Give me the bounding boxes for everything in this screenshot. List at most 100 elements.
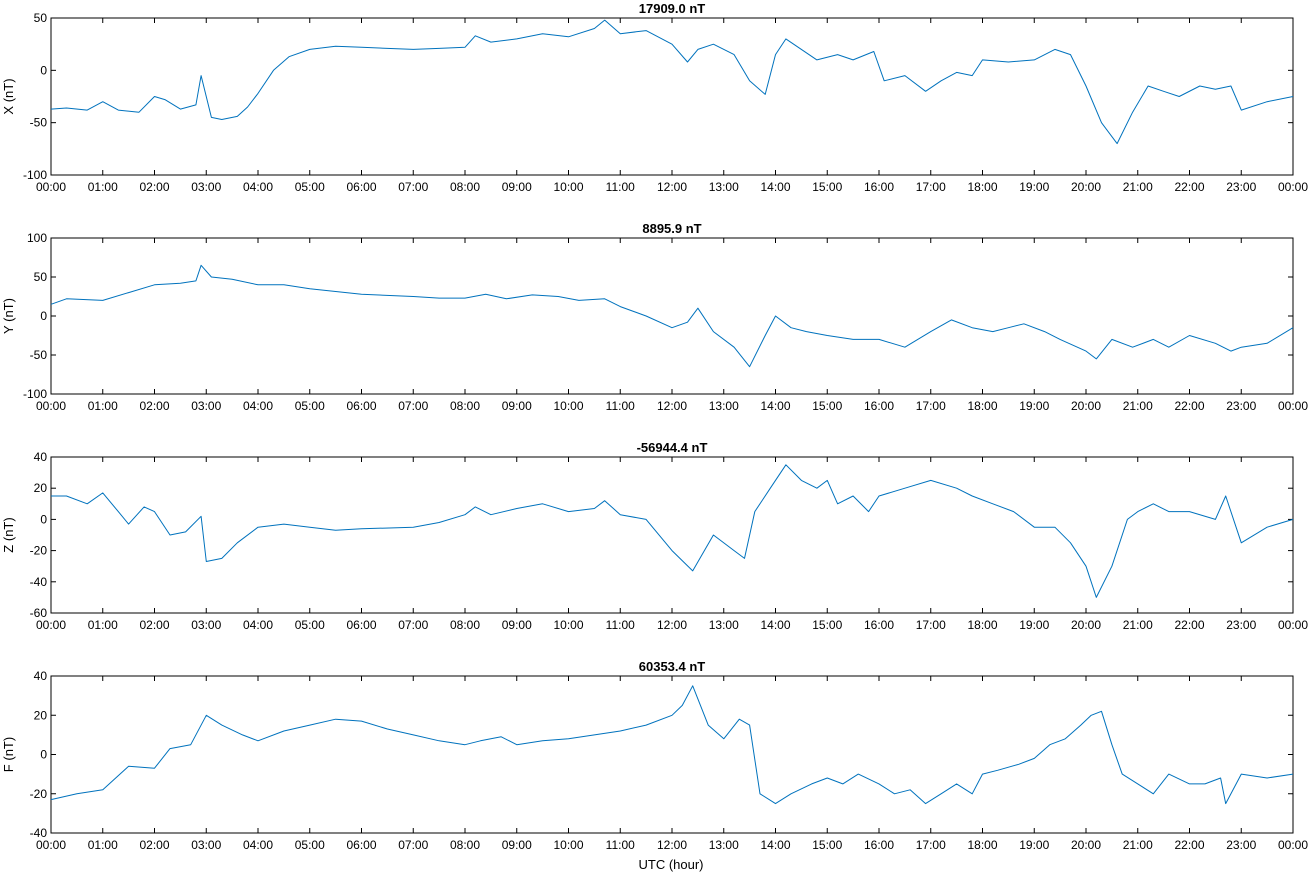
y-tick-label: -100 (23, 168, 47, 182)
x-tick-label: 04:00 (243, 618, 273, 632)
x-tick-label: 05:00 (295, 838, 325, 852)
x-tick-label: 16:00 (864, 618, 894, 632)
x-tick-label: 01:00 (88, 838, 118, 852)
x-tick-label: 07:00 (398, 838, 428, 852)
x-tick-label: 19:00 (1019, 618, 1049, 632)
x-tick-label: 22:00 (1174, 838, 1204, 852)
x-tick-label: 14:00 (760, 399, 790, 413)
x-tick-label: 13:00 (709, 180, 739, 194)
x-tick-label: 20:00 (1071, 180, 1101, 194)
series-line-z (51, 464, 1294, 598)
x-tick-label: 17:00 (916, 180, 946, 194)
x-tick-label: 09:00 (502, 399, 532, 413)
x-tick-label: 00:00 (1278, 180, 1308, 194)
x-tick-label: 09:00 (502, 838, 532, 852)
y-tick-label: 20 (34, 708, 48, 722)
y-tick-label: -40 (30, 826, 48, 840)
x-tick-label: 02:00 (139, 180, 169, 194)
x-tick-label: 05:00 (295, 180, 325, 194)
x-tick-label: 11:00 (606, 180, 635, 194)
x-tick-label: 09:00 (502, 618, 532, 632)
x-tick-label: 01:00 (88, 399, 118, 413)
x-tick-label: 20:00 (1071, 838, 1101, 852)
x-tick-label: 12:00 (657, 838, 687, 852)
x-tick-label: 22:00 (1174, 180, 1204, 194)
y-axis-label-f: F (nT) (1, 737, 16, 772)
y-tick-label: 40 (34, 450, 48, 464)
x-tick-label: 02:00 (139, 838, 169, 852)
x-tick-label: 19:00 (1019, 838, 1049, 852)
x-tick-label: 23:00 (1226, 399, 1256, 413)
x-tick-label: 19:00 (1019, 399, 1049, 413)
x-tick-label: 01:00 (88, 180, 118, 194)
x-tick-label: 15:00 (812, 399, 842, 413)
x-tick-label: 12:00 (657, 618, 687, 632)
x-tick-label: 11:00 (606, 838, 635, 852)
x-tick-label: 08:00 (450, 180, 480, 194)
series-line-x (50, 19, 1294, 145)
x-tick-label: 12:00 (657, 399, 687, 413)
x-tick-label: 17:00 (916, 838, 946, 852)
x-tick-label: 14:00 (760, 180, 790, 194)
x-tick-label: 04:00 (243, 838, 273, 852)
x-tick-label: 00:00 (1278, 399, 1308, 413)
x-tick-label: 10:00 (553, 838, 583, 852)
x-tick-label: 00:00 (1278, 618, 1308, 632)
x-tick-label: 05:00 (295, 618, 325, 632)
x-tick-label: 00:00 (1278, 838, 1308, 852)
x-tick-label: 18:00 (967, 838, 997, 852)
y-tick-label: -50 (30, 348, 48, 362)
x-tick-label: 20:00 (1071, 399, 1101, 413)
x-tick-label: 06:00 (346, 838, 376, 852)
plot-area-f (50, 675, 1294, 834)
y-tick-label: 0 (40, 512, 47, 526)
x-tick-label: 09:00 (502, 180, 532, 194)
plot-area-z (50, 456, 1294, 614)
x-tick-label: 22:00 (1174, 618, 1204, 632)
x-tick-label: 12:00 (657, 180, 687, 194)
y-tick-label: 20 (34, 481, 48, 495)
x-tick-label: 06:00 (346, 618, 376, 632)
x-tick-label: 21:00 (1123, 618, 1153, 632)
x-tick-label: 14:00 (760, 618, 790, 632)
x-tick-label: 04:00 (243, 180, 273, 194)
x-tick-label: 01:00 (88, 618, 118, 632)
x-tick-label: 21:00 (1123, 838, 1153, 852)
series-line-y (50, 264, 1294, 368)
y-tick-label: -20 (30, 787, 48, 801)
x-tick-label: 02:00 (139, 618, 169, 632)
x-tick-label: 03:00 (191, 838, 221, 852)
x-tick-label: 13:00 (709, 838, 739, 852)
x-tick-label: 07:00 (398, 399, 428, 413)
x-tick-label: 15:00 (812, 180, 842, 194)
x-tick-label: 07:00 (398, 180, 428, 194)
x-tick-label: 03:00 (191, 399, 221, 413)
y-tick-label: 50 (34, 270, 48, 284)
series-line-f (50, 685, 1294, 805)
panel-title-x: 17909.0 nT (639, 1, 706, 16)
x-tick-label: 06:00 (346, 399, 376, 413)
x-tick-label: 00:00 (36, 180, 66, 194)
x-tick-label: 04:00 (243, 399, 273, 413)
x-tick-label: 16:00 (864, 399, 894, 413)
x-tick-label: 23:00 (1226, 838, 1256, 852)
x-tick-label: 02:00 (139, 399, 169, 413)
y-tick-label: -20 (30, 544, 48, 558)
x-tick-label: 11:00 (606, 399, 635, 413)
x-tick-label: 18:00 (967, 399, 997, 413)
plot-area-y (50, 237, 1294, 395)
y-tick-label: -40 (30, 575, 48, 589)
x-tick-label: 07:00 (398, 618, 428, 632)
y-tick-label: -60 (30, 606, 48, 620)
panel-title-z: -56944.4 nT (637, 440, 708, 455)
y-axis-label-y: Y (nT) (1, 298, 16, 334)
x-tick-label: 16:00 (864, 838, 894, 852)
y-tick-label: 0 (40, 748, 47, 762)
y-tick-label: 100 (27, 231, 47, 245)
x-tick-label: 10:00 (553, 180, 583, 194)
x-tick-label: 03:00 (191, 180, 221, 194)
